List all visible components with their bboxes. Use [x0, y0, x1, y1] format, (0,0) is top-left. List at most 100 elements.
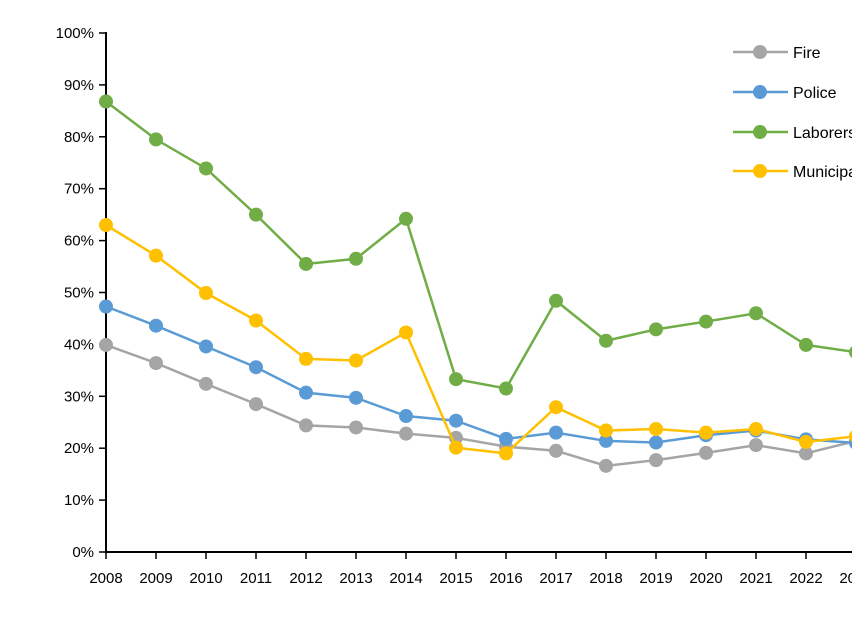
data-point-laborers-2018 [599, 333, 613, 348]
plot-area: 0% 10% 20% 30% 40% 50% 60% 70% 80% 90% 100% 2008 200… [56, 25, 852, 587]
x-tick-label: 2013 [339, 570, 372, 587]
data-point-fire-2010 [199, 376, 213, 391]
data-point-laborers-2017 [549, 293, 563, 308]
data-point-police-2014 [399, 409, 413, 424]
legend-label-laborers: Laborers [793, 125, 852, 142]
data-point-laborers-2009 [149, 132, 163, 147]
data-point-police-2018 [599, 433, 613, 448]
x-tick-label: 2017 [539, 570, 572, 587]
data-point-municipal-2017 [549, 400, 563, 415]
x-tick-label: 2010 [189, 570, 222, 587]
data-point-municipal-2008 [99, 218, 113, 233]
data-point-fire-2022 [799, 446, 813, 461]
y-tick-label: 70% [64, 181, 94, 198]
y-tick-label: 30% [64, 388, 94, 405]
data-point-laborers-2012 [299, 256, 313, 271]
y-tick-label: 80% [64, 129, 94, 146]
legend-label-fire: Fire [793, 45, 821, 62]
x-tick-label: 2022 [789, 570, 822, 587]
y-tick-label: 20% [64, 440, 94, 457]
data-point-police-2011 [249, 360, 263, 375]
data-point-police-2012 [299, 385, 313, 400]
data-point-fire-2021 [749, 438, 763, 453]
data-point-municipal-2013 [349, 353, 363, 368]
data-point-fire-2012 [299, 418, 313, 433]
legend-entry-laborers: Laborers [733, 125, 852, 142]
y-tick-label: 0% [72, 544, 94, 561]
legend-entry-municipal: Municipal [733, 164, 852, 181]
data-point-fire-2019 [649, 453, 663, 468]
legend-marker-police [753, 85, 767, 99]
data-point-fire-2009 [149, 356, 163, 371]
legend-entry-police: Police [733, 85, 837, 102]
legend-marker-municipal [753, 164, 767, 178]
data-point-laborers-2013 [349, 251, 363, 266]
series-line-police [105, 305, 852, 444]
data-point-laborers-2022 [799, 337, 813, 352]
data-point-fire-2014 [399, 426, 413, 441]
data-point-laborers-2015 [449, 372, 463, 387]
data-point-municipal-2011 [249, 313, 263, 328]
data-point-municipal-2018 [599, 423, 613, 438]
legend-marker-fire [753, 45, 767, 59]
x-tick-label: 2014 [389, 570, 422, 587]
legend-marker-laborers [753, 125, 767, 139]
data-point-laborers-2023 [849, 346, 852, 358]
data-point-fire-2013 [349, 420, 363, 435]
data-point-police-2010 [199, 339, 213, 354]
x-tick-label: 2020 [689, 570, 722, 587]
y-tick-label: 60% [64, 233, 94, 250]
y-tick-label: 10% [64, 492, 94, 509]
data-point-fire-2017 [549, 443, 563, 458]
series-line-laborers [105, 100, 852, 390]
x-tick-label: 2018 [589, 570, 622, 587]
data-point-municipal-2022 [799, 434, 813, 449]
data-point-police-2017 [549, 425, 563, 440]
data-point-municipal-2019 [649, 421, 663, 436]
series-line-fire [105, 343, 852, 468]
legend-label-municipal: Municipal [793, 164, 852, 181]
data-point-laborers-2008 [99, 94, 113, 109]
data-point-police-2008 [99, 299, 113, 314]
data-point-laborers-2021 [749, 306, 763, 321]
data-point-police-2013 [349, 390, 363, 405]
data-point-fire-2018 [599, 458, 613, 473]
series-line-municipal [105, 223, 852, 455]
x-tick-label: 2019 [639, 570, 672, 587]
x-tick-label: 2008 [89, 570, 122, 587]
data-point-municipal-2016 [499, 446, 513, 461]
x-tick-label: 2011 [240, 570, 272, 587]
data-point-laborers-2014 [399, 211, 413, 226]
x-tick-label: 2021 [739, 570, 772, 587]
data-point-laborers-2020 [699, 314, 713, 329]
data-point-laborers-2016 [499, 381, 513, 396]
data-point-fire-2011 [249, 397, 263, 412]
x-tick-label: 2012 [289, 570, 322, 587]
data-point-laborers-2010 [199, 161, 213, 176]
data-point-fire-2020 [699, 445, 713, 460]
y-tick-label: 50% [64, 285, 94, 302]
data-point-municipal-2023 [849, 430, 852, 443]
data-point-laborers-2019 [649, 322, 663, 337]
legend-entry-fire: Fire [733, 45, 821, 62]
x-tick-label: 2015 [439, 570, 472, 587]
data-point-police-2019 [649, 435, 663, 450]
data-point-municipal-2010 [199, 286, 213, 301]
y-tick-label: 100% [56, 25, 94, 42]
data-point-police-2009 [149, 318, 163, 333]
data-point-laborers-2011 [249, 207, 263, 222]
data-point-police-2016 [499, 431, 513, 446]
y-tick-label: 90% [64, 77, 94, 94]
line-chart: 0% 10% 20% 30% 40% 50% 60% 70% 80% 90% 100% 2008 200… [40, 16, 852, 609]
data-point-municipal-2014 [399, 325, 413, 340]
data-point-police-2015 [449, 413, 463, 428]
data-point-municipal-2009 [149, 248, 163, 263]
data-point-municipal-2015 [449, 440, 463, 455]
x-tick-label: 2009 [139, 570, 172, 587]
y-tick-label: 40% [64, 336, 94, 353]
data-point-municipal-2021 [749, 421, 763, 436]
x-tick-label: 2023 [839, 570, 852, 587]
data-point-fire-2008 [99, 337, 113, 352]
x-tick-label: 2016 [489, 570, 522, 587]
legend-label-police: Police [793, 85, 837, 102]
